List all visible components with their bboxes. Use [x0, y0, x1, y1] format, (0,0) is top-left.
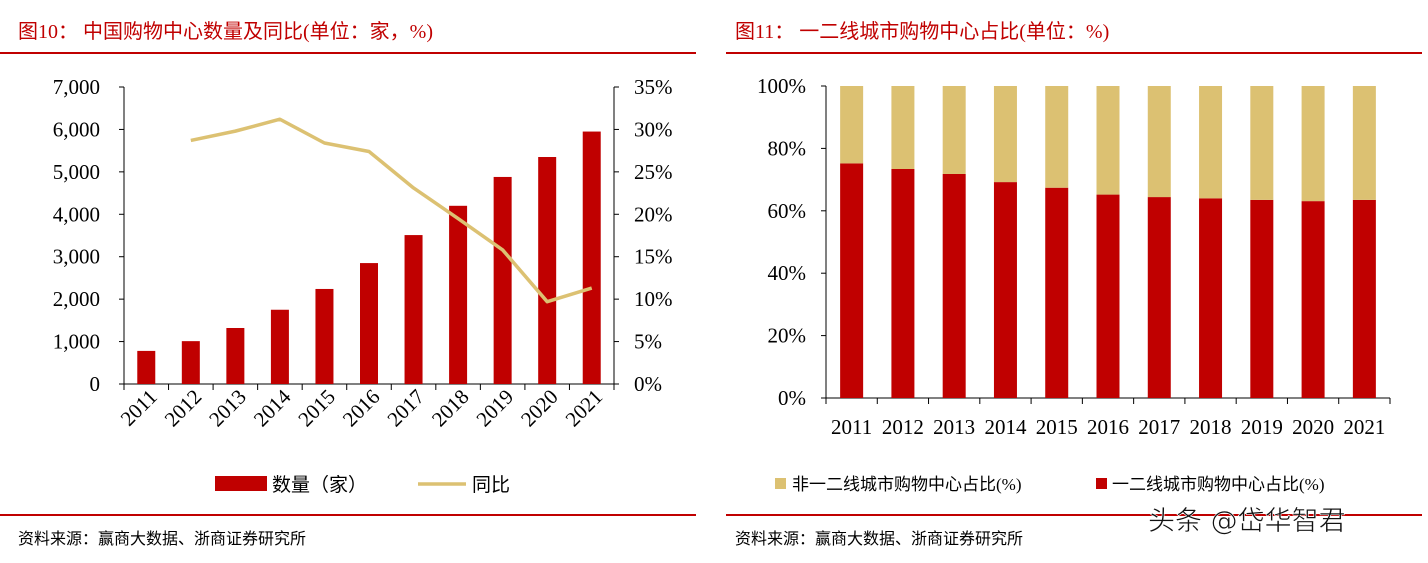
bar-count [583, 132, 601, 384]
bar-tier12-share [1097, 195, 1120, 398]
legend-label-yoy: 同比 [472, 474, 510, 496]
bar-count [226, 328, 244, 384]
x-tick-label: 2018 [427, 385, 474, 432]
bar-tier12-share [1250, 200, 1273, 398]
y-left-tick-label: 5,000 [53, 160, 100, 184]
x-tick-label: 2019 [1241, 415, 1283, 439]
bar-other-share [994, 86, 1017, 182]
legend-swatch-count [215, 476, 267, 491]
bar-other-share [1353, 86, 1376, 200]
y-left-tick-label: 7,000 [53, 75, 100, 99]
bar-other-share [1148, 86, 1171, 197]
y-right-tick-label: 30% [634, 117, 673, 141]
x-tick-label: 2017 [1138, 415, 1180, 439]
x-tick-label: 2016 [1087, 415, 1129, 439]
bar-tier12-share [1045, 188, 1068, 398]
y-right-tick-label: 35% [634, 75, 673, 99]
bar-tier12-share [1148, 197, 1171, 398]
legend-label-count: 数量（家） [272, 474, 367, 496]
bar-other-share [943, 86, 966, 174]
watermark: 头条 @岱华智君 [1148, 506, 1346, 537]
chart-title-right: 图11： 一二线城市购物中心占比(单位：%) [735, 20, 1109, 43]
bar-count [315, 289, 333, 384]
bar-count [405, 235, 423, 384]
x-tick-label: 2015 [1036, 415, 1078, 439]
x-tick-label: 2021 [1343, 415, 1385, 439]
bar-tier12-share [1353, 200, 1376, 398]
bar-tier12-share [943, 174, 966, 398]
bar-other-share [1097, 86, 1120, 195]
bar-other-share [1302, 86, 1325, 201]
bar-tier12-share [840, 163, 863, 398]
x-tick-label: 2018 [1190, 415, 1232, 439]
y-left-tick-label: 0 [90, 372, 101, 396]
bar-other-share [1045, 86, 1068, 188]
x-tick-label: 2019 [472, 385, 519, 432]
y-left-tick-label: 1,000 [53, 330, 100, 354]
x-tick-label: 2013 [204, 385, 251, 432]
bar-count [137, 351, 155, 384]
y-tick-label: 80% [768, 136, 807, 160]
y-right-tick-label: 25% [634, 160, 673, 184]
bar-other-share [1250, 86, 1273, 200]
y-tick-label: 20% [768, 324, 807, 348]
x-tick-label: 2015 [293, 385, 340, 432]
y-right-tick-label: 15% [634, 245, 673, 269]
y-left-tick-label: 4,000 [53, 202, 100, 226]
chart-title-left: 图10： 中国购物中心数量及同比(单位：家，%) [18, 20, 433, 43]
y-tick-label: 0% [778, 386, 806, 410]
x-tick-label: 2014 [984, 415, 1027, 439]
x-tick-label: 2016 [338, 385, 385, 432]
x-tick-label: 2011 [116, 385, 162, 431]
right-chart: 0% 20% 40% 60% 80% 100% 2011 2012 2013 2014 2015 20… [757, 74, 1390, 494]
x-tick-label: 2013 [933, 415, 975, 439]
y-left-tick-label: 2,000 [53, 287, 100, 311]
x-tick-label: 2011 [831, 415, 872, 439]
x-tick-label: 2014 [249, 384, 296, 431]
y-right-tick-label: 20% [634, 202, 673, 226]
bar-count [182, 341, 200, 384]
y-left-tick-label: 3,000 [53, 245, 100, 269]
bar-count [494, 177, 512, 384]
bar-count [271, 310, 289, 384]
y-tick-label: 40% [768, 261, 807, 285]
y-right-tick-label: 0% [634, 372, 662, 396]
y-right-tick-label: 10% [634, 287, 673, 311]
legend-label-other: 非一二线城市购物中心占比(%) [792, 475, 1021, 494]
bar-count [449, 206, 467, 384]
bar-tier12-share [1199, 198, 1222, 398]
bar-tier12-share [1302, 201, 1325, 398]
bar-count [360, 263, 378, 384]
x-tick-label: 2020 [1292, 415, 1334, 439]
bar-other-share [1199, 86, 1222, 198]
left-chart: 0 1,000 2,000 3,000 4,000 5,000 6,000 7,000 0% 5%… [53, 75, 673, 496]
bar-tier12-share [994, 182, 1017, 398]
yoy-line [191, 119, 592, 301]
x-tick-label: 2017 [382, 385, 429, 432]
bar-tier12-share [891, 169, 914, 398]
y-tick-label: 60% [768, 199, 807, 223]
x-tick-label: 2021 [561, 385, 608, 432]
legend-swatch-other [775, 478, 786, 489]
source-note-right: 资料来源：赢商大数据、浙商证券研究所 [735, 530, 1023, 548]
x-tick-label: 2012 [882, 415, 924, 439]
legend-label-tier12: 一二线城市购物中心占比(%) [1112, 475, 1324, 494]
x-tick-label: 2020 [516, 385, 563, 432]
bar-other-share [891, 86, 914, 169]
source-note-left: 资料来源：赢商大数据、浙商证券研究所 [18, 530, 306, 548]
y-tick-label: 100% [757, 74, 806, 98]
legend-swatch-tier12 [1096, 478, 1107, 489]
x-tick-label: 2012 [160, 385, 207, 432]
bar-count [538, 157, 556, 384]
y-left-tick-label: 6,000 [53, 117, 100, 141]
y-right-tick-label: 5% [634, 330, 662, 354]
bar-other-share [840, 86, 863, 163]
